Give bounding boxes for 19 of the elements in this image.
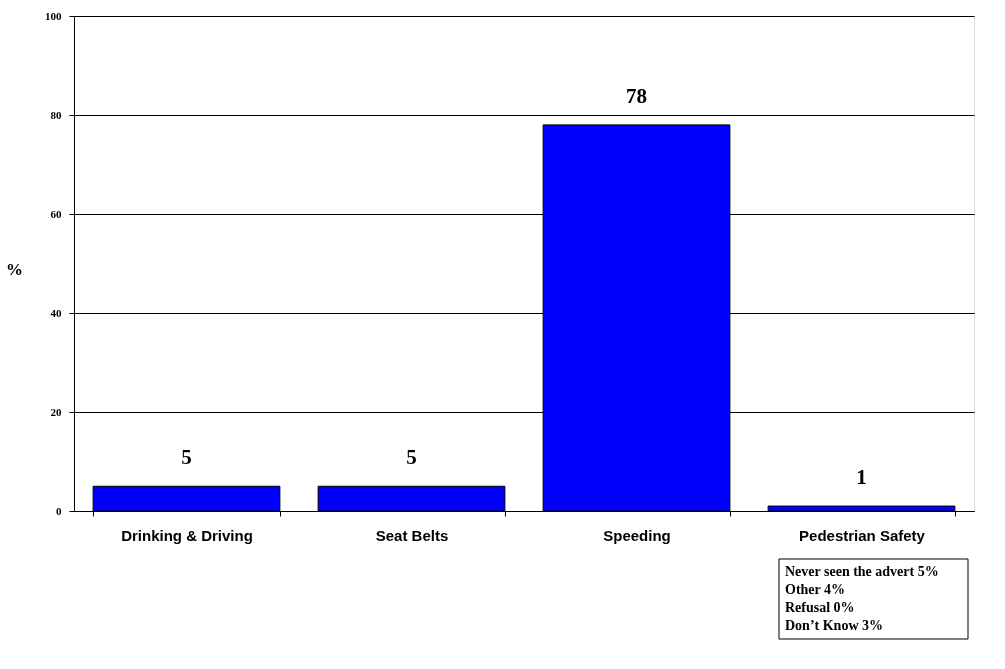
y-axis-title: % xyxy=(6,259,23,279)
y-tick-label: 20 xyxy=(50,405,62,418)
y-tick-label: 40 xyxy=(50,306,62,319)
text: Other 4% xyxy=(785,582,846,597)
y-tick-label: 80 xyxy=(50,108,62,121)
data-label: 5 xyxy=(181,445,192,470)
x-tick-label: Pedestrian Safety xyxy=(799,526,926,544)
y-tick-label: 60 xyxy=(50,207,62,220)
x-tick-label: Speeding xyxy=(603,526,671,544)
x-tick-label: Drinking & Driving xyxy=(121,526,253,544)
text: Never seen the advert 5% xyxy=(785,564,939,579)
y-tick-label: 100 xyxy=(45,9,62,22)
text: Don’t Know 3% xyxy=(785,618,884,633)
y-tick-label: 0 xyxy=(56,504,62,517)
data-label: 5 xyxy=(406,445,417,470)
data-label: 78 xyxy=(626,83,647,108)
x-tick-label: Seat Belts xyxy=(375,526,449,544)
data-label: 1 xyxy=(856,465,867,490)
text: Refusal 0% xyxy=(785,600,855,615)
